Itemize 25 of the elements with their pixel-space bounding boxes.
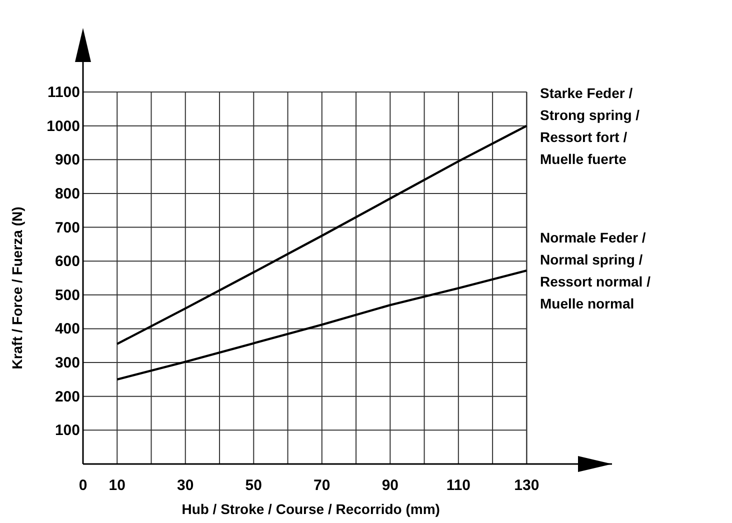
line-series [116, 124, 528, 346]
y-tick-label: 800 [54, 185, 80, 202]
y-tick-label: 400 [54, 320, 80, 338]
x-tick-label: 110 [446, 477, 471, 494]
x-tick-label: 30 [177, 477, 194, 494]
y-tick-label: 100 [54, 422, 80, 440]
x-tick-label: 70 [314, 477, 330, 494]
series-label: Normale Feder / Normal spring / Ressort normal / Muelle normal [540, 230, 651, 312]
y-tick-label: 900 [54, 152, 80, 169]
y-axis-title: Kraft / Force / Fuerza (N) [9, 206, 25, 370]
x-tick-label: 90 [382, 477, 399, 494]
x-tick-label: 50 [245, 477, 262, 494]
y-tick-label: 300 [54, 354, 80, 372]
x-tick-label: 130 [514, 477, 540, 494]
y-tick-label: 1100 [47, 84, 80, 101]
y-tick-label: 1000 [46, 118, 80, 135]
y-tick-label: 200 [54, 388, 80, 406]
x-tick-label: 0 [78, 477, 88, 494]
y-tick-label: 500 [54, 286, 80, 304]
y-tick-label: 600 [54, 253, 80, 270]
x-tick-label: 10 [108, 477, 126, 494]
series-label: Starke Feder / Strong spring / Ressort fort / Muelle fuerte [540, 84, 640, 167]
x-axis-title: Hub / Stroke / Course / Recorrido (mm) [182, 501, 440, 517]
line-series [116, 269, 528, 381]
y-tick-label: 700 [54, 219, 80, 236]
